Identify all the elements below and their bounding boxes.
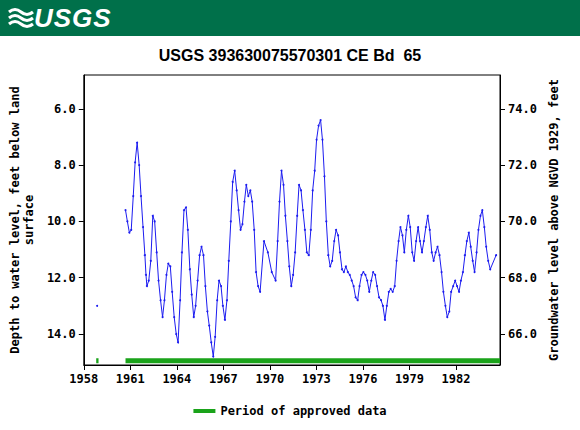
svg-text:Depth to water level, feet bel: Depth to water level, feet below land [8, 86, 22, 353]
svg-text:1967: 1967 [209, 372, 238, 386]
svg-text:68.0: 68.0 [508, 271, 537, 285]
svg-text:1970: 1970 [255, 372, 284, 386]
svg-text:1973: 1973 [302, 372, 331, 386]
svg-text:12.0: 12.0 [47, 271, 76, 285]
svg-text:1958: 1958 [69, 372, 98, 386]
svg-text:8.0: 8.0 [54, 158, 76, 172]
svg-text:1982: 1982 [442, 372, 471, 386]
svg-text:1961: 1961 [116, 372, 145, 386]
svg-text:66.0: 66.0 [508, 327, 537, 341]
svg-text:USGS 393630075570301 CE Bd 65: USGS 393630075570301 CE Bd 65 [159, 47, 422, 64]
svg-text:Groundwater level above NGVD 1: Groundwater level above NGVD 1929, feet [547, 79, 561, 361]
svg-text:74.0: 74.0 [508, 102, 537, 116]
svg-text:Period of approved data: Period of approved data [220, 404, 386, 418]
svg-text:1979: 1979 [395, 372, 424, 386]
svg-text:6.0: 6.0 [54, 102, 76, 116]
html-text:USGS: USGS [34, 3, 112, 33]
svg-text:surface: surface [22, 195, 36, 246]
svg-text:14.0: 14.0 [47, 327, 76, 341]
svg-text:70.0: 70.0 [508, 214, 537, 228]
svg-text:1964: 1964 [162, 372, 191, 386]
svg-text:10.0: 10.0 [47, 214, 76, 228]
svg-text:72.0: 72.0 [508, 158, 537, 172]
svg-text:1976: 1976 [348, 372, 377, 386]
